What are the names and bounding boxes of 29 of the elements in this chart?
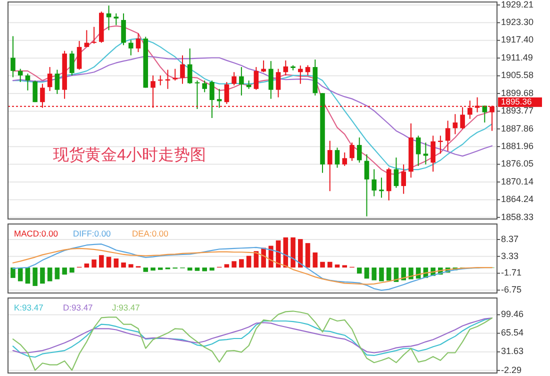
y-tick-label: 1929.21 — [501, 0, 534, 10]
y-tick-label: 8.37 — [501, 234, 519, 244]
y-tick-label: 1876.05 — [501, 158, 534, 169]
y-tick-label: 1887.86 — [501, 123, 534, 134]
y-tick-label: 1864.24 — [501, 194, 534, 204]
y-tick-label: 1911.49 — [501, 52, 533, 62]
text: 现货黄金4小时走势图 — [53, 146, 206, 164]
series-label: D:93.47 — [63, 302, 94, 312]
y-tick-label: -6.75 — [501, 284, 522, 295]
text: MACD:0.00 — [14, 228, 58, 238]
y-tick-label: 1899.68 — [501, 88, 534, 98]
y-tick-label: 3.33 — [501, 250, 519, 261]
y-tick-label: -2.29 — [501, 364, 522, 375]
y-tick-label: 1923.30 — [501, 17, 534, 28]
y-tick-label: 65.54 — [501, 328, 524, 338]
y-tick-label: 31.63 — [501, 346, 524, 356]
y-tick-label: 1881.96 — [501, 140, 534, 151]
y-tick-label: 1858.33 — [501, 212, 534, 222]
y-tick-label: 1870.14 — [501, 176, 534, 186]
y-tick-label: 1905.58 — [501, 70, 534, 80]
y-tick-label: -1.71 — [501, 268, 522, 278]
series-label: DEA:0.00 — [132, 228, 169, 238]
series-label: DIFF:0.00 — [73, 228, 112, 238]
text: K:93.47 — [14, 302, 44, 312]
y-tick-label: 1917.40 — [501, 34, 534, 45]
ref-line-label: 1895.36 — [501, 96, 532, 106]
y-tick-label: 1893.77 — [501, 106, 534, 116]
series-label: J:93.47 — [112, 302, 140, 312]
y-tick-label: 99.46 — [501, 309, 524, 320]
